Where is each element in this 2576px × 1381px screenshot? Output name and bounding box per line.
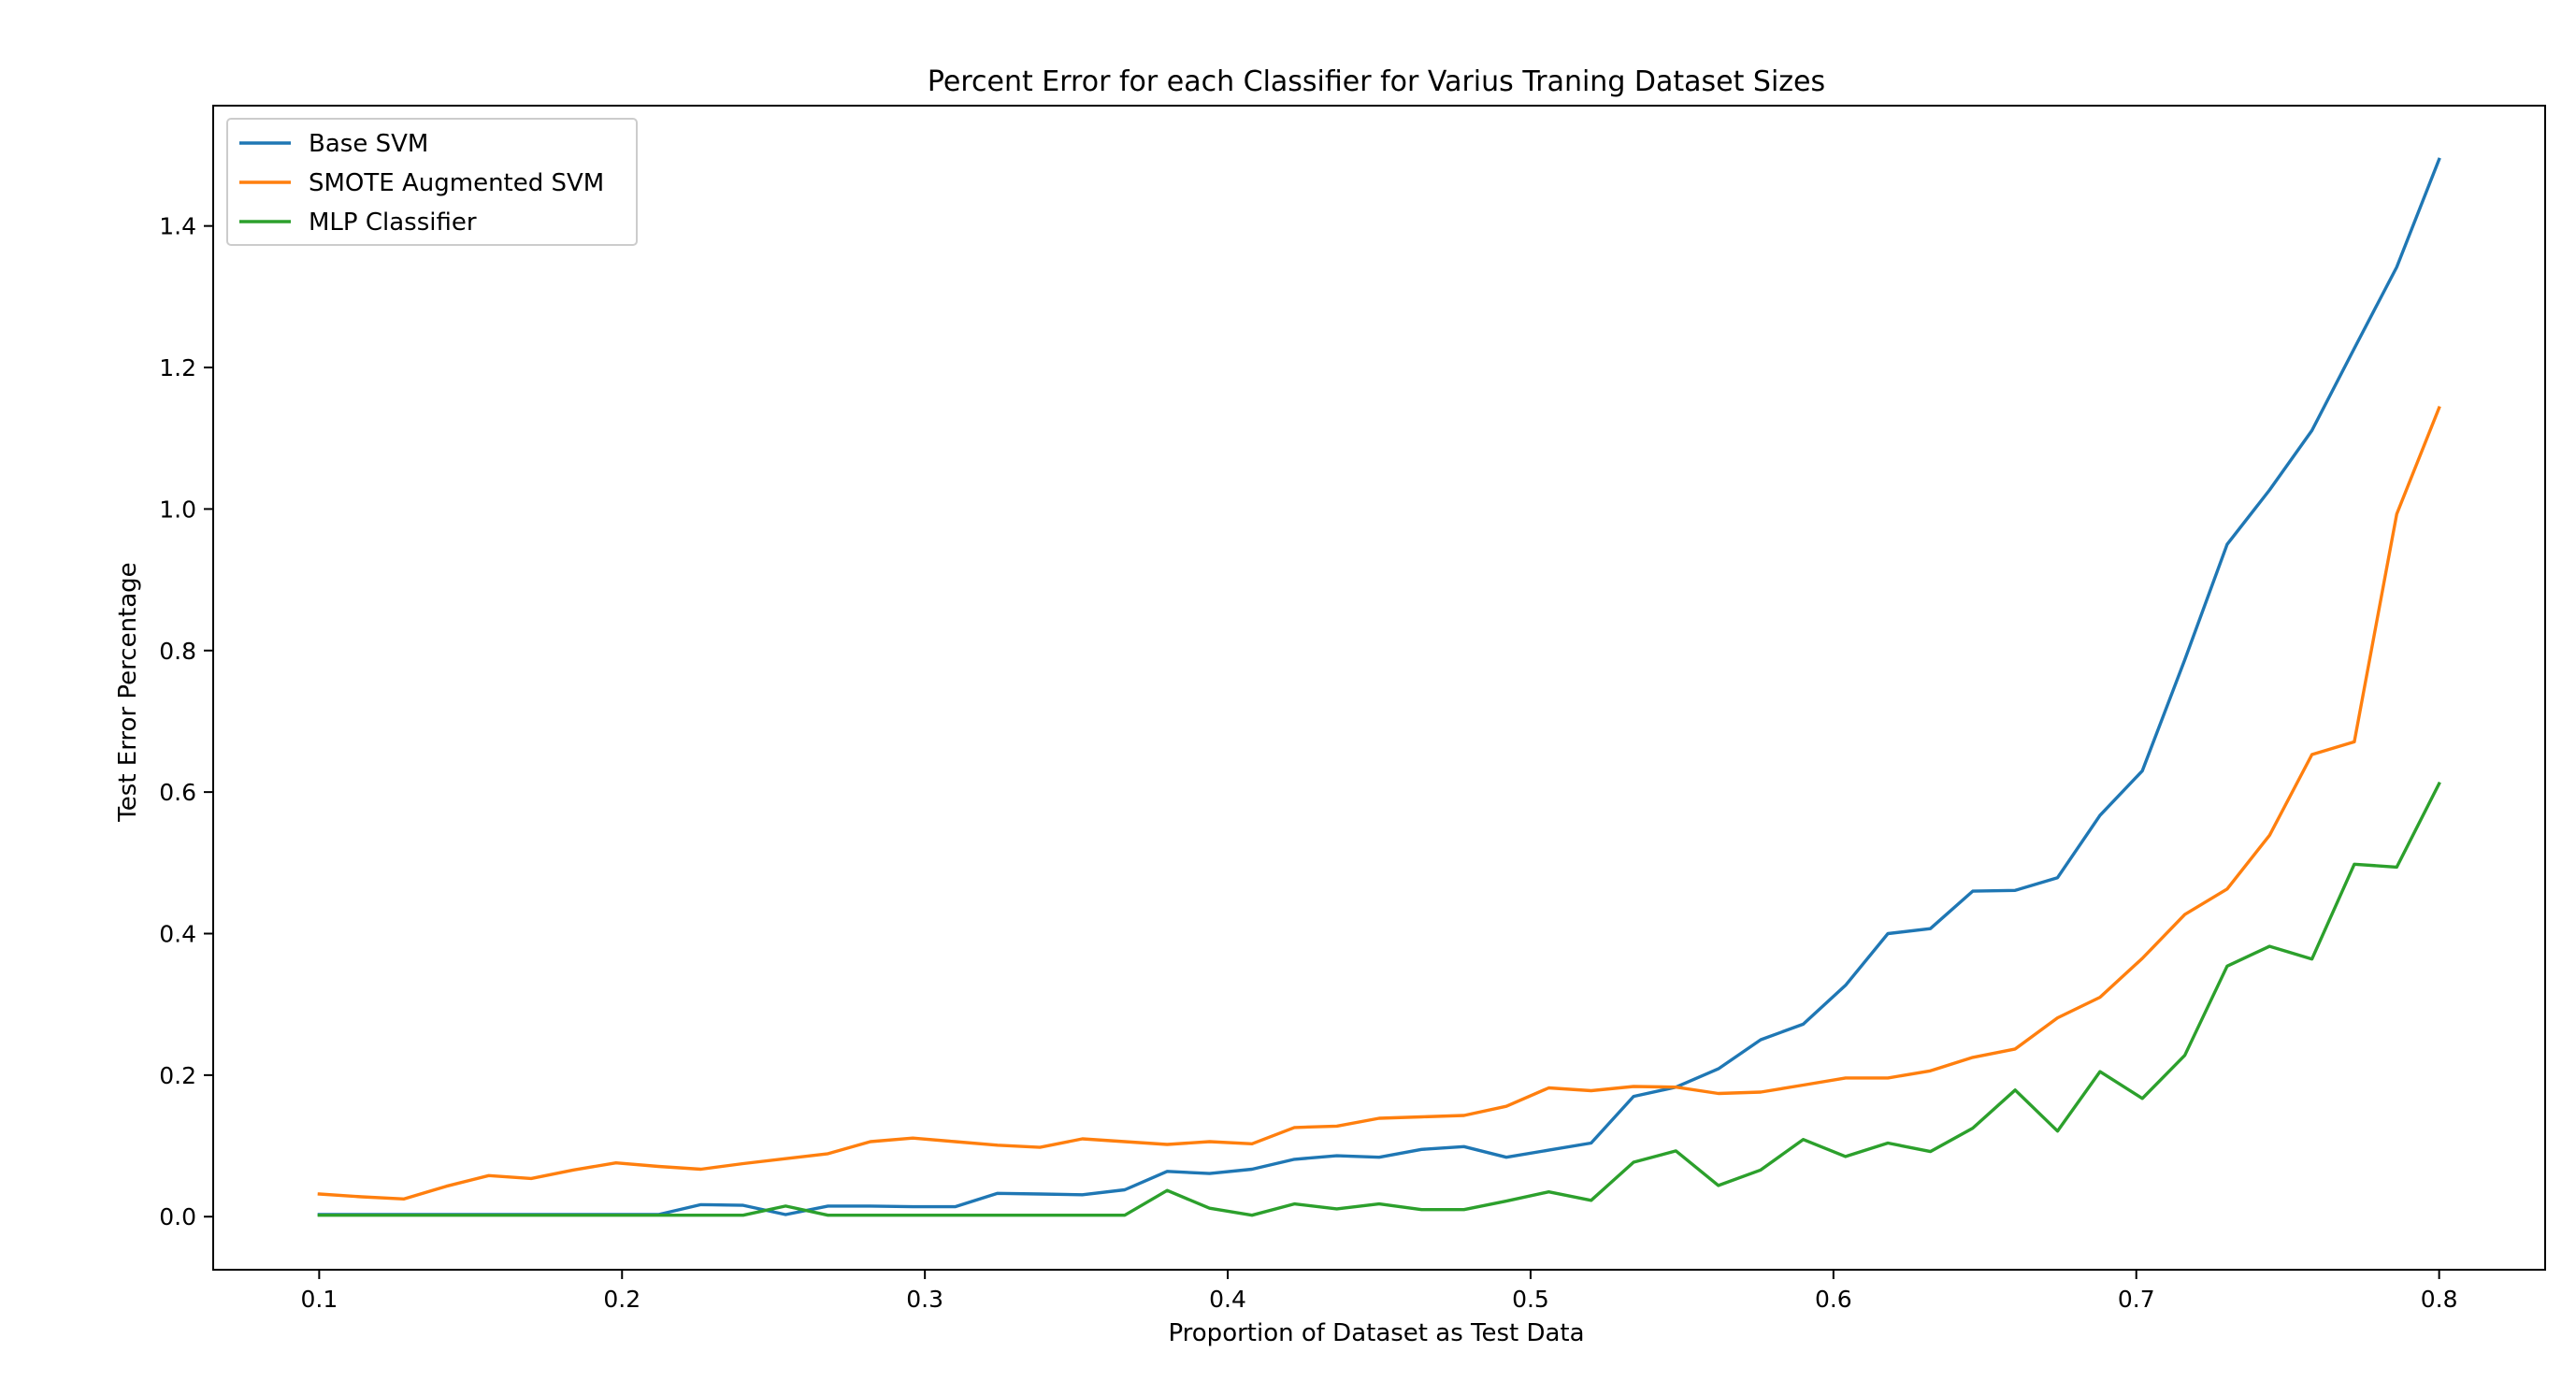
y-tick-label: 0.8 <box>159 638 196 665</box>
y-tick-label: 1.0 <box>159 496 196 523</box>
y-tick-label: 1.2 <box>159 354 196 381</box>
legend-label-1: Base SVM <box>309 130 428 158</box>
legend: Base SVM SMOTE Augmented SVM MLP Classifie… <box>226 118 638 246</box>
x-tick-label: 0.1 <box>300 1286 338 1313</box>
x-tick-label: 0.7 <box>2118 1286 2155 1313</box>
x-tick-label: 0.3 <box>906 1286 943 1313</box>
x-tick-label: 0.6 <box>1815 1286 1852 1313</box>
x-tick-label: 0.4 <box>1209 1286 1246 1313</box>
x-axis-label: Proportion of Dataset as Test Data <box>1168 1319 1584 1347</box>
y-tick-label: 0.0 <box>159 1203 196 1230</box>
series-line-1 <box>317 157 2441 1216</box>
series-line-3 <box>317 781 2441 1217</box>
y-tick-label: 0.6 <box>159 779 196 806</box>
legend-label-2: SMOTE Augmented SVM <box>309 169 604 197</box>
plot-frame <box>212 105 2546 1271</box>
y-axis-label: Test Error Percentage <box>114 562 142 822</box>
chart-title: Percent Error for each Classifier for Va… <box>928 65 1825 98</box>
legend-label-3: MLP Classifier <box>309 209 477 237</box>
axes-ticks: 0.1 0.2 0.3 0.4 0.5 0.6 0.7 0.8 0.0 0.2 0.4 0.6 0.8 1… <box>159 213 2457 1313</box>
y-tick-label: 0.4 <box>159 921 196 948</box>
plot-area <box>317 157 2441 1217</box>
series-line-2 <box>317 405 2441 1201</box>
legend-box <box>226 118 638 246</box>
x-tick-label: 0.8 <box>2421 1286 2458 1313</box>
x-tick-label: 0.5 <box>1512 1286 1549 1313</box>
y-tick-label: 0.2 <box>159 1062 196 1089</box>
y-tick-label: 1.4 <box>159 213 196 240</box>
x-tick-label: 0.2 <box>603 1286 640 1313</box>
